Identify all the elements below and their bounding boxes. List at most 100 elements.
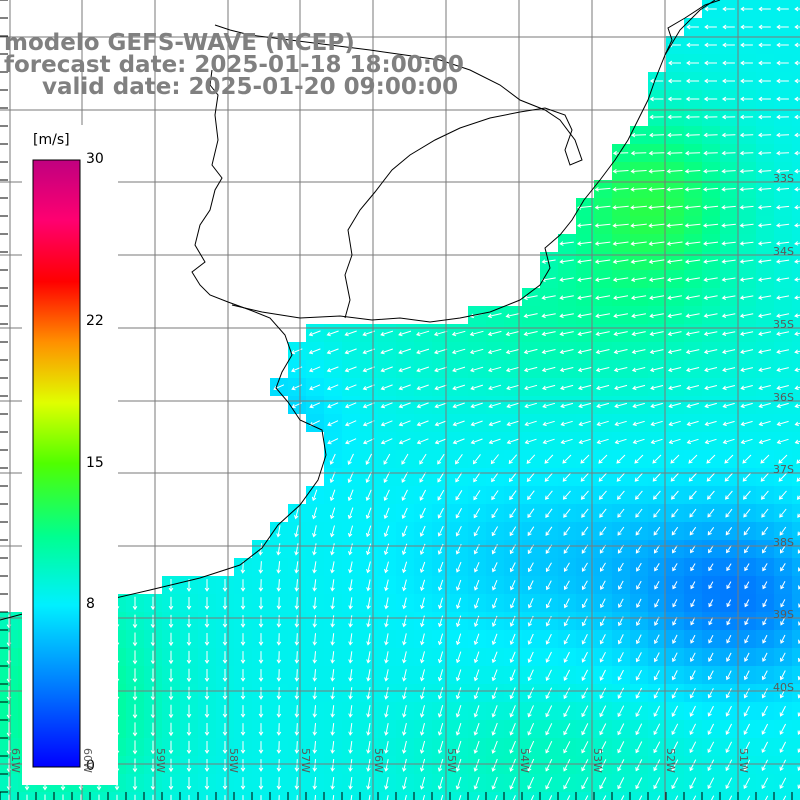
wind-vector-arrow (469, 348, 484, 355)
wind-vector-arrow (742, 454, 752, 464)
wind-speed-cell (594, 792, 612, 800)
wind-vector-arrow (672, 634, 678, 644)
wind-vector-arrow (204, 686, 210, 701)
wind-vector-arrow (581, 598, 588, 609)
wind-vector-arrow (708, 599, 714, 608)
wind-vector-arrow (794, 421, 800, 427)
wind-vector-arrow (648, 205, 665, 210)
wind-vector-arrow (276, 651, 282, 664)
wind-vector-arrow (366, 543, 372, 556)
wind-vector-arrow (294, 597, 300, 610)
wind-vector-arrow (649, 349, 664, 355)
wind-speed-cell (792, 702, 800, 720)
wind-vector-arrow (635, 652, 642, 663)
wind-vector-arrow (631, 349, 646, 355)
wind-vector-arrow (708, 634, 714, 644)
wind-vector-arrow (455, 633, 462, 646)
wind-vector-arrow (762, 545, 768, 554)
wind-vector-arrow (347, 453, 354, 465)
wind-vector-arrow (452, 438, 465, 445)
wind-vector-arrow (527, 669, 534, 682)
wind-vector-arrow (186, 668, 192, 683)
wind-vector-arrow (794, 331, 800, 336)
wind-vector-arrow (222, 741, 228, 754)
wind-vector-arrow (168, 632, 174, 647)
wind-vector-arrow (222, 759, 228, 772)
wind-vector-arrow (437, 669, 444, 682)
wind-vector-arrow (437, 651, 444, 664)
wind-vector-arrow (652, 454, 662, 464)
wind-vector-arrow (685, 295, 700, 300)
wind-speed-cell (792, 378, 800, 396)
wind-vector-arrow (762, 617, 768, 626)
wind-vector-arrow (636, 598, 642, 608)
wind-vector-arrow (775, 205, 790, 210)
wind-vector-arrow (488, 438, 501, 445)
wind-vector-arrow (258, 705, 264, 718)
wind-vector-arrow (168, 596, 174, 611)
wind-vector-arrow (671, 741, 679, 754)
wind-speed-cell (792, 396, 800, 414)
wind-vector-arrow (689, 508, 697, 518)
wind-vector-arrow (652, 490, 661, 500)
wind-vector-arrow (776, 187, 790, 192)
wind-vector-arrow (345, 438, 357, 445)
wind-vector-arrow (366, 651, 371, 664)
wind-vector-arrow (541, 295, 556, 300)
wind-vector-arrow (740, 60, 753, 66)
wind-vector-arrow (671, 777, 679, 790)
wind-vector-arrow (294, 669, 300, 682)
wind-vector-arrow (150, 704, 156, 719)
wind-vector-arrow (703, 132, 718, 138)
wind-vector-arrow (779, 759, 787, 772)
wind-vector-arrow (438, 615, 444, 628)
wind-vector-arrow (44, 794, 46, 800)
wind-vector-arrow (312, 525, 317, 538)
wind-vector-arrow (702, 223, 719, 228)
wind-vector-arrow (613, 313, 628, 319)
wind-vector-arrow (273, 384, 285, 391)
wind-vector-arrow (170, 794, 172, 800)
wind-vector-arrow (420, 651, 425, 664)
wind-vector-arrow (330, 579, 335, 592)
wind-vector-arrow (240, 741, 246, 754)
wind-vector-arrow (541, 259, 556, 264)
wind-vector-arrow (721, 132, 736, 138)
wind-vector-arrow (581, 723, 589, 736)
wind-vector-arrow (649, 295, 665, 301)
wind-vector-arrow (240, 615, 246, 628)
wind-speed-cell (792, 684, 800, 702)
wind-vector-arrow (667, 349, 682, 355)
wind-vector-arrow (672, 599, 678, 608)
wind-vector-arrow (222, 669, 228, 682)
wind-vector-arrow (670, 454, 680, 464)
wind-vector-arrow (344, 366, 357, 373)
wind-vector-arrow (294, 543, 299, 556)
wind-vector-arrow (116, 794, 118, 800)
wind-vector-arrow (649, 78, 664, 84)
wind-vector-arrow (311, 507, 318, 520)
wind-vector-arrow (797, 765, 800, 772)
wind-vector-arrow (398, 438, 411, 445)
wind-vector-arrow (598, 454, 608, 464)
wind-vector-arrow (312, 561, 317, 574)
wind-vector-arrow (276, 687, 282, 700)
wind-vector-arrow (581, 508, 589, 518)
wind-vector-arrow (631, 331, 646, 337)
wind-vector-arrow (559, 241, 574, 246)
wind-vector-arrow (401, 525, 408, 538)
wind-vector-arrow (132, 614, 138, 629)
wind-vector-arrow (366, 705, 371, 718)
wind-vector-arrow (744, 652, 750, 662)
wind-vector-arrow (796, 477, 800, 482)
wind-vector-arrow (470, 438, 483, 445)
wind-vector-arrow (722, 402, 735, 409)
wind-vector-arrow (509, 562, 516, 573)
wind-vector-arrow (740, 96, 753, 102)
wind-vector-arrow (704, 42, 717, 48)
wind-vector-arrow (599, 705, 607, 718)
wind-vector-arrow (724, 472, 734, 482)
wind-vector-arrow (419, 776, 426, 790)
wind-vector-arrow (168, 740, 174, 755)
